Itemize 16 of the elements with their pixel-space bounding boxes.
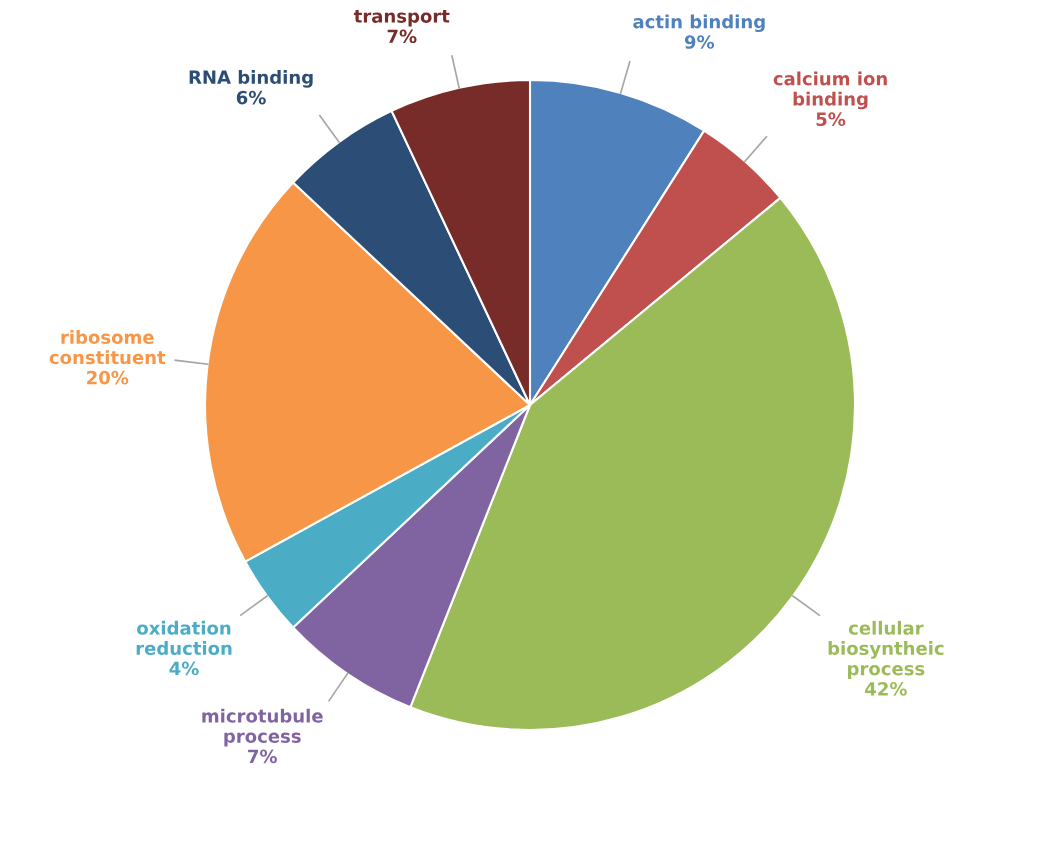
slice-label: actin binding xyxy=(633,14,765,33)
data-label: 6% xyxy=(236,90,266,105)
slice-label: calcium ion binding xyxy=(773,71,887,110)
slice-label: transport xyxy=(353,9,450,27)
data-label: 7% xyxy=(387,29,417,44)
data-label: 5% xyxy=(816,112,846,127)
data-label: 4% xyxy=(169,661,199,676)
slice-label: microtubule process xyxy=(202,708,323,747)
data-label: 42% xyxy=(865,681,907,696)
data-label: 20% xyxy=(87,370,129,385)
data-label: 9% xyxy=(684,35,715,49)
slice-label: oxidation reduction xyxy=(136,620,232,656)
data-label: 7% xyxy=(248,749,277,764)
slice-label: cellular biosyntheic process xyxy=(828,620,944,679)
slice-label: RNA binding xyxy=(189,70,313,88)
slice-label: ribosome constituent xyxy=(49,330,166,365)
